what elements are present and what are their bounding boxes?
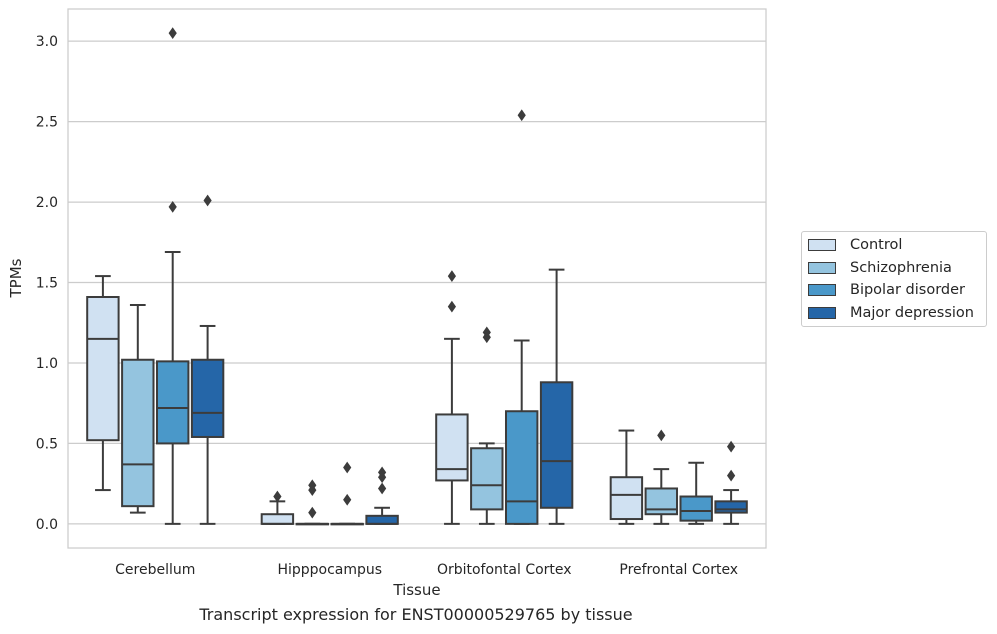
y-tick-label-3: 1.5 bbox=[36, 276, 58, 292]
legend-swatch-major-depression bbox=[808, 307, 836, 319]
outlier-point-0 bbox=[343, 493, 352, 506]
outlier-point-1 bbox=[168, 27, 177, 40]
outlier-point-0 bbox=[203, 194, 212, 207]
box-bipolar-disorder-orbitofontal-cortex bbox=[504, 109, 539, 525]
box-major-depression-orbitofontal-cortex bbox=[539, 268, 574, 525]
outlier-point-0 bbox=[447, 300, 457, 313]
box-body bbox=[365, 514, 399, 525]
box-bipolar-disorder-cerebellum bbox=[155, 27, 190, 525]
outlier-point-0 bbox=[273, 490, 282, 503]
chart-caption: Transcript expression for ENST0000052976… bbox=[199, 605, 633, 624]
box-body bbox=[679, 495, 713, 522]
box-major-depression-prefrontal-cortex bbox=[714, 440, 748, 525]
box-schizophrenia-cerebellum bbox=[121, 304, 155, 514]
legend: Control Schizophrenia Bipolar disorder M… bbox=[801, 231, 987, 327]
outlier-point-0 bbox=[168, 201, 177, 213]
box-schizophrenia-hipppocampus bbox=[295, 479, 330, 526]
plot-area-frame bbox=[67, 8, 767, 549]
y-tick-label-5: 2.5 bbox=[36, 115, 58, 131]
y-tick-label-6: 3.0 bbox=[36, 34, 58, 50]
y-tick-label-1: 0.5 bbox=[36, 436, 58, 452]
box-body bbox=[121, 358, 155, 508]
box-body bbox=[539, 381, 574, 509]
legend-swatch-control bbox=[808, 239, 836, 251]
outlier-point-0 bbox=[726, 469, 736, 482]
box-body bbox=[86, 296, 120, 442]
x-axis-ticks: Cerebellum Hipppocampus Orbitofontal Corte… bbox=[115, 562, 738, 578]
outlier-point-2 bbox=[377, 466, 387, 479]
y-tick-label-0: 0.0 bbox=[36, 517, 58, 533]
legend-label-bipolar-disorder: Bipolar disorder bbox=[850, 282, 965, 298]
x-tick-label-orbitofontal-cortex: Orbitofontal Cortex bbox=[437, 562, 572, 578]
legend-item-major-depression: Major depression bbox=[808, 303, 974, 323]
y-axis-ticks: 0.0 0.5 1.0 1.5 2.0 2.5 3.0 bbox=[36, 34, 58, 533]
box-body bbox=[504, 410, 539, 525]
x-axis-title: Tissue bbox=[392, 581, 440, 599]
legend-label-major-depression: Major depression bbox=[850, 305, 974, 321]
outlier-point-0 bbox=[308, 506, 317, 519]
outlier-point-2 bbox=[308, 479, 317, 492]
x-tick-label-prefrontal-cortex: Prefrontal Cortex bbox=[619, 562, 738, 578]
legend-swatch-bipolar-disorder bbox=[808, 284, 836, 296]
box-bipolar-disorder-prefrontal-cortex bbox=[679, 461, 713, 525]
legend-item-schizophrenia: Schizophrenia bbox=[808, 258, 952, 278]
outlier-point-1 bbox=[726, 440, 736, 453]
box-series bbox=[86, 27, 748, 526]
box-body bbox=[714, 500, 748, 514]
box-body bbox=[609, 476, 644, 521]
legend-label-schizophrenia: Schizophrenia bbox=[850, 260, 952, 276]
outlier-point-0 bbox=[377, 482, 387, 495]
box-major-depression-hipppocampus bbox=[365, 466, 399, 525]
outlier-point-1 bbox=[482, 326, 491, 339]
box-body bbox=[435, 413, 469, 482]
legend-swatch-schizophrenia bbox=[808, 262, 836, 274]
outlier-point-0 bbox=[517, 109, 526, 122]
outlier-point-0 bbox=[657, 429, 666, 442]
box-schizophrenia-prefrontal-cortex bbox=[644, 429, 679, 525]
box-body bbox=[260, 513, 295, 525]
y-tick-label-4: 2.0 bbox=[36, 195, 58, 211]
legend-item-control: Control bbox=[808, 235, 902, 255]
box-control-orbitofontal-cortex bbox=[435, 270, 469, 525]
y-tick-label-2: 1.0 bbox=[36, 356, 58, 372]
box-major-depression-cerebellum bbox=[190, 194, 225, 525]
box-body bbox=[470, 447, 504, 511]
box-control-prefrontal-cortex bbox=[609, 429, 644, 525]
box-control-hipppocampus bbox=[260, 490, 295, 525]
legend-label-control: Control bbox=[850, 237, 903, 253]
outlier-point-1 bbox=[447, 270, 457, 282]
legend-item-bipolar-disorder: Bipolar disorder bbox=[808, 280, 965, 300]
x-tick-label-hipppocampus: Hipppocampus bbox=[277, 562, 382, 578]
x-tick-label-cerebellum: Cerebellum bbox=[115, 562, 195, 578]
y-axis-title: TPMs bbox=[7, 258, 25, 298]
box-body bbox=[155, 360, 190, 445]
box-body bbox=[190, 358, 225, 438]
outlier-point-1 bbox=[343, 461, 352, 474]
box-control-cerebellum bbox=[86, 275, 120, 492]
box-schizophrenia-orbitofontal-cortex bbox=[470, 326, 504, 525]
box-bipolar-disorder-hipppocampus bbox=[330, 461, 364, 526]
